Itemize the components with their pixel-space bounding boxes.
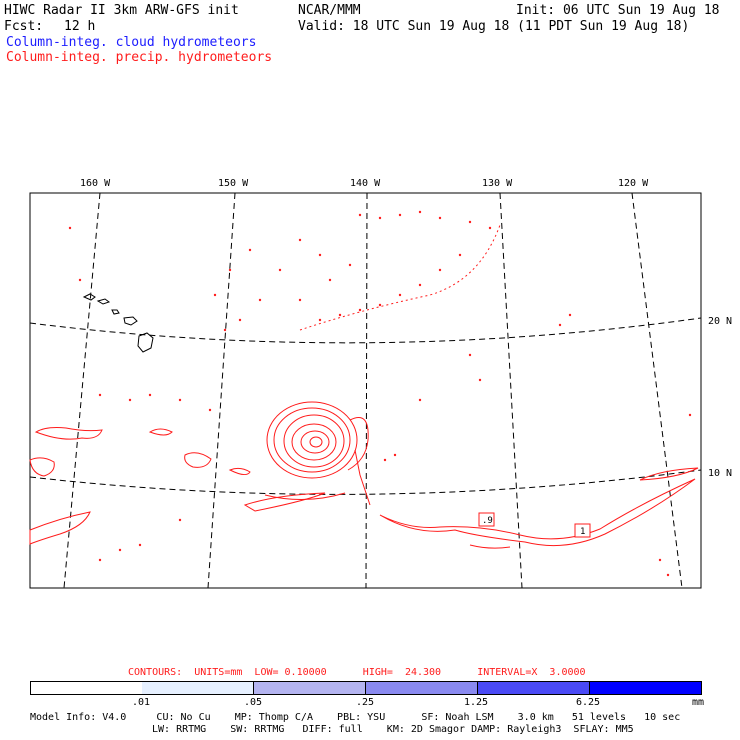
lon-label-130w: 130 W [482,178,513,189]
hawaii-islands [82,293,154,353]
colorbar-label-3: .25 [356,697,375,708]
colorbar-label-1: .01 [132,697,151,708]
lon-label-150w: 150 W [218,178,249,189]
parallel-20n [29,317,702,344]
parallel-10n [29,469,702,495]
lat-label-20n: 20 N [708,316,733,327]
legend-cloud-hydrometeors: Column-integ. cloud hydrometeors [6,35,257,50]
model-info-line2: LW: RRTMG SW: RRTMG DIFF: full KM: 2D Sm… [152,724,634,735]
init-time: Init: 06 UTC Sun 19 Aug 18 [516,3,720,18]
colorbar-label-5: 6.25 [576,697,601,708]
colorbar-bin-2 [254,681,366,695]
colorbar-bin-0 [30,681,143,695]
colorbar-label-4: 1.25 [464,697,489,708]
meridian-140w [365,192,368,589]
contour-label-box-1 [478,512,495,527]
map-frame [29,192,702,589]
colorbar-label-2: .05 [244,697,263,708]
meridian-150w [207,192,236,589]
plot-title: HIWC Radar II 3km ARW-GFS init [4,3,239,18]
graticule [29,192,702,589]
lat-label-10n: 10 N [708,468,733,479]
meridian-120w [631,192,683,589]
contours-info: CONTOURS: UNITS=mm LOW= 0.10000 HIGH= 24… [128,667,586,678]
forecast-label: Fcst: [4,19,44,34]
meridian-160w [63,192,101,589]
lon-label-140w: 140 W [350,178,381,189]
contour-label-2: 1 [580,527,585,537]
colorbar-bin-5 [590,681,702,695]
valid-time: Valid: 18 UTC Sun 19 Aug 18 (11 PDT Sun … [298,19,690,34]
colorbar-units: mm [692,697,705,708]
contour-label-1: .9 [482,516,493,526]
precip-contours [29,401,699,549]
meridian-130w [499,192,523,589]
model-info-line1: Model Info: V4.0 CU: No Cu MP: Thomp C/A… [30,712,681,723]
colorbar-bin-3 [366,681,478,695]
organization-label: NCAR/MMM [298,3,361,18]
forecast-hour: 12 h [64,19,96,34]
lon-label-160w: 160 W [80,178,111,189]
lon-label-120w: 120 W [618,178,649,189]
colorbar-bin-1 [142,681,254,695]
contour-label-box-2 [574,523,591,538]
precip-scatter [68,210,692,577]
colorbar-bin-4 [478,681,590,695]
legend-precip-hydrometeors: Column-integ. precip. hydrometeors [6,50,273,65]
